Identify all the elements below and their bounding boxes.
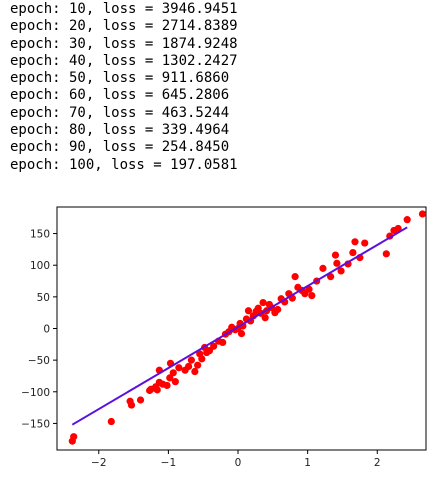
data-point bbox=[175, 364, 183, 372]
data-point bbox=[382, 250, 390, 258]
data-point bbox=[333, 259, 341, 267]
data-point bbox=[394, 224, 402, 233]
data-point bbox=[349, 248, 357, 257]
data-point bbox=[187, 356, 195, 364]
data-point bbox=[70, 433, 78, 441]
x-tick-label: 1 bbox=[304, 457, 311, 469]
x-tick-label: 2 bbox=[374, 457, 381, 469]
data-point bbox=[166, 374, 174, 382]
data-point bbox=[327, 273, 335, 281]
y-tick-label: 100 bbox=[30, 260, 50, 272]
log-line: epoch: 80, loss = 339.4964 bbox=[10, 122, 230, 139]
data-point bbox=[136, 396, 145, 404]
x-tick-label: 0 bbox=[235, 457, 242, 469]
log-line: epoch: 20, loss = 2714.8389 bbox=[10, 18, 238, 35]
data-point bbox=[194, 361, 202, 369]
data-point bbox=[191, 367, 199, 376]
data-point bbox=[169, 369, 177, 377]
log-line: epoch: 10, loss = 3946.9451 bbox=[10, 1, 238, 17]
regression-line bbox=[71, 226, 408, 426]
data-point bbox=[319, 264, 327, 272]
data-point bbox=[171, 378, 179, 386]
log-line: epoch: 50, loss = 911.6860 bbox=[10, 70, 230, 87]
data-point bbox=[163, 381, 171, 390]
data-point bbox=[184, 362, 193, 371]
data-point bbox=[274, 305, 282, 314]
data-point bbox=[337, 267, 345, 275]
y-tick-label: 0 bbox=[43, 324, 50, 336]
data-point bbox=[244, 307, 253, 315]
data-point bbox=[259, 298, 267, 307]
log-line: epoch: 60, loss = 645.2806 bbox=[10, 87, 230, 104]
x-tick-label: −2 bbox=[91, 457, 106, 469]
y-tick-label: 50 bbox=[37, 292, 50, 304]
log-line: epoch: 40, loss = 1302.2427 bbox=[10, 52, 238, 69]
chart-marks bbox=[68, 210, 427, 445]
data-point bbox=[127, 401, 136, 409]
y-tick-label: −150 bbox=[21, 418, 50, 430]
data-point bbox=[261, 314, 269, 322]
data-point bbox=[237, 329, 246, 338]
y-axis: −150 −100 −50 0 50 100 150 bbox=[21, 229, 57, 430]
data-point bbox=[210, 342, 218, 350]
data-point bbox=[361, 239, 369, 247]
training-output-log: epoch: 10, loss = 3946.9451 epoch: 20, lo… bbox=[10, 1, 238, 174]
data-point bbox=[331, 251, 340, 259]
log-line: epoch: 70, loss = 463.5244 bbox=[10, 104, 230, 121]
y-tick-label: −50 bbox=[28, 355, 50, 367]
log-line: epoch: 90, loss = 254.8450 bbox=[10, 139, 230, 156]
data-point bbox=[107, 417, 115, 426]
x-axis: −2 −1 0 1 2 bbox=[91, 450, 381, 469]
data-point bbox=[305, 285, 313, 293]
x-tick-label: −1 bbox=[161, 457, 176, 469]
log-line: epoch: 30, loss = 1874.9248 bbox=[10, 35, 238, 52]
y-tick-label: −100 bbox=[21, 387, 50, 399]
data-point bbox=[418, 210, 427, 218]
data-point bbox=[308, 291, 316, 300]
data-point bbox=[153, 386, 161, 394]
y-tick-label: 150 bbox=[30, 229, 50, 241]
data-point bbox=[219, 338, 227, 347]
data-point bbox=[198, 355, 206, 363]
data-point bbox=[291, 273, 299, 281]
data-point bbox=[403, 216, 411, 224]
data-point bbox=[351, 238, 359, 246]
log-line: epoch: 100, loss = 197.0581 bbox=[10, 156, 238, 173]
